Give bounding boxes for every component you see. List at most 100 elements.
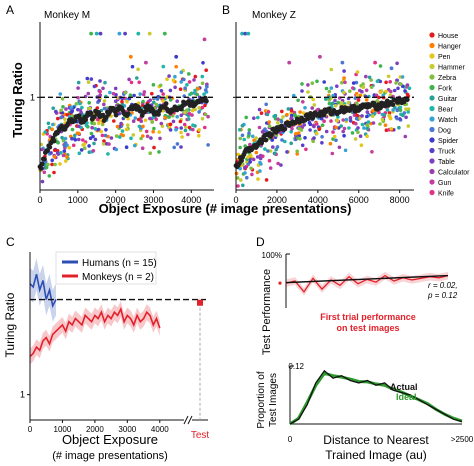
scatter-point	[264, 102, 269, 107]
scatter-point	[378, 64, 383, 68]
legend-label: Table	[438, 159, 455, 166]
outlier-point	[246, 31, 251, 36]
scatter-point	[145, 134, 150, 139]
outlier-point	[174, 54, 179, 59]
panel-a-ylabel: Turing Ratio	[10, 62, 25, 138]
scatter-point	[371, 108, 375, 113]
scatter-point	[398, 117, 402, 121]
scatter-point	[92, 121, 96, 126]
legend-monkeys-label: Monkeys (n = 2)	[82, 272, 154, 283]
scatter-point	[258, 156, 263, 161]
scatter-point	[238, 145, 242, 150]
scatter-point	[332, 134, 337, 139]
scatter-point	[186, 117, 191, 121]
scatter-point	[187, 72, 191, 76]
legend-box	[55, 251, 157, 285]
panel-c-xlabel: Object Exposure	[62, 432, 158, 447]
x-tick-label: 2000	[267, 195, 287, 205]
scatter-point	[87, 144, 91, 148]
scatter-point	[333, 98, 337, 103]
outlier-point	[202, 37, 207, 42]
scatter-point	[102, 106, 107, 111]
scatter-point	[152, 126, 156, 131]
scatter-point	[100, 133, 105, 138]
scatter-point	[268, 166, 273, 170]
outlier-point	[162, 31, 167, 36]
mean-point	[310, 115, 316, 121]
scatter-point	[374, 93, 379, 98]
panel-d-bottom-ylabel-sub: Test Images	[268, 373, 279, 427]
scatter-point	[331, 101, 335, 106]
panel-a-points	[37, 31, 210, 184]
scatter-point	[324, 129, 329, 134]
scatter-point	[371, 121, 376, 125]
scatter-point	[270, 138, 275, 142]
scatter-point	[299, 128, 304, 132]
scatter-point	[324, 86, 329, 91]
scatter-point	[80, 105, 84, 110]
scatter-point	[347, 126, 351, 130]
panel-b-points	[233, 31, 412, 188]
scatter-point	[77, 137, 81, 142]
scatter-point	[53, 162, 57, 167]
scatter-point	[143, 118, 148, 123]
scatter-point	[327, 89, 332, 94]
scatter-point	[241, 183, 245, 188]
mean-point	[125, 111, 131, 116]
scatter-point	[81, 138, 85, 142]
scatter-point	[259, 111, 264, 115]
scatter-point	[281, 115, 285, 119]
scatter-point	[279, 163, 283, 167]
scatter-point	[139, 136, 143, 141]
scatter-point	[174, 127, 178, 132]
scatter-point	[200, 105, 205, 110]
mean-point	[269, 132, 274, 137]
scatter-point	[101, 142, 106, 146]
scatter-point	[317, 127, 322, 131]
scatter-point	[267, 120, 272, 124]
panel-a-title: Monkey M	[44, 10, 90, 21]
panel-d-bottom-ylabel: Proportion of	[256, 371, 267, 428]
scatter-point	[182, 77, 186, 82]
scatter-point	[247, 131, 251, 135]
scatter-point	[76, 80, 81, 85]
x-tick-label: 4000	[308, 195, 328, 205]
legend-label: Knife	[438, 191, 454, 198]
scatter-point	[60, 135, 64, 140]
scatter-point	[113, 99, 118, 104]
x-tick-label: 3000	[143, 195, 163, 205]
scatter-point	[108, 90, 112, 95]
scatter-point	[70, 127, 75, 132]
scatter-point	[163, 116, 168, 120]
scatter-point	[289, 116, 294, 120]
scatter-point	[404, 115, 408, 120]
scatter-point	[314, 131, 319, 136]
scatter-point	[157, 150, 161, 154]
mean-point	[38, 165, 44, 171]
scatter-point	[133, 143, 137, 148]
scatter-point	[369, 78, 373, 82]
scatter-point	[59, 115, 63, 120]
mean-point	[45, 148, 50, 154]
scatter-point	[356, 130, 360, 134]
scatter-point	[258, 153, 263, 158]
panel-c-xlabel-sub: (# image presentations)	[52, 450, 168, 462]
scatter-point	[196, 87, 200, 91]
scatter-point	[158, 83, 163, 88]
scatter-point	[201, 61, 205, 65]
scatter-point	[273, 151, 277, 156]
scatter-point	[118, 135, 122, 139]
scatter-point	[59, 151, 63, 155]
mean-point	[390, 102, 396, 107]
scatter-point	[333, 104, 338, 108]
scatter-point	[86, 91, 91, 96]
scatter-point	[187, 80, 192, 84]
scatter-point	[50, 162, 54, 167]
scatter-point	[124, 127, 129, 132]
scatter-point	[362, 126, 366, 130]
scatter-point	[87, 101, 91, 105]
scatter-point	[52, 155, 57, 159]
scatter-point	[289, 129, 294, 134]
scatter-point	[136, 67, 140, 72]
scatter-point	[283, 139, 287, 144]
